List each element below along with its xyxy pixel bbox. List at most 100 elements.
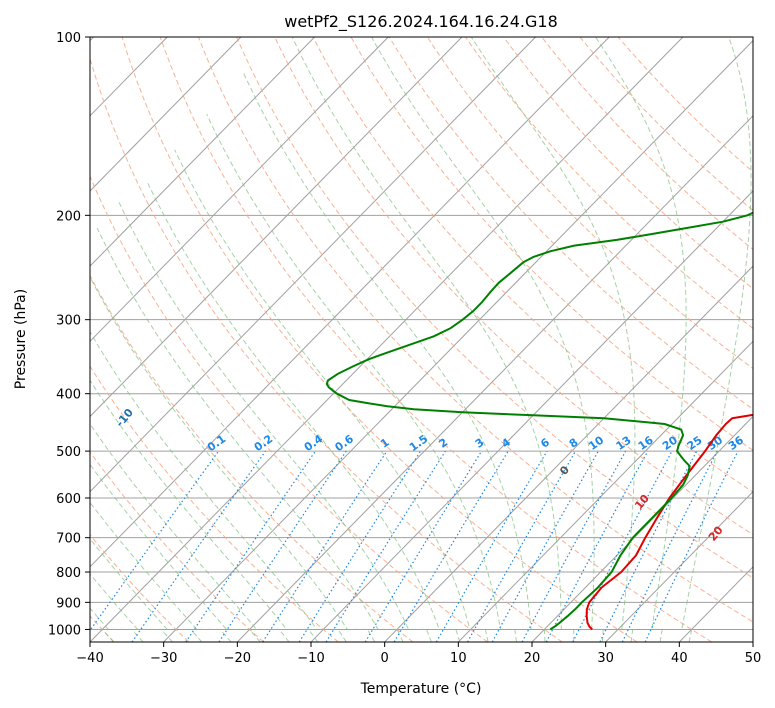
x-tick-label: 0 xyxy=(381,651,389,666)
dry-adiabat-line xyxy=(197,37,753,623)
dewpoint-profile-line xyxy=(325,211,753,631)
isotherm-line xyxy=(90,37,610,568)
isotherm-line xyxy=(163,39,753,642)
dry-adiabat-line xyxy=(90,175,488,642)
dry-adiabat-line xyxy=(503,37,753,290)
x-tick-label: 20 xyxy=(524,651,541,666)
x-tick-label: 10 xyxy=(450,651,467,666)
dry-adiabat-line xyxy=(90,274,414,642)
dry-adiabat-label: -20 xyxy=(35,375,58,399)
mixing-ratio-line xyxy=(325,450,446,642)
mixing-ratio-line xyxy=(131,450,266,642)
isotherm-line xyxy=(90,37,684,642)
mixing-ratio-label: 8 xyxy=(567,436,581,451)
mixing-ratio-line xyxy=(491,450,599,642)
moist-adiabat-line xyxy=(90,330,347,642)
moist-adiabat-line xyxy=(595,37,687,642)
y-tick-label: 500 xyxy=(56,445,81,460)
y-tick-label: 900 xyxy=(56,596,81,611)
dry-adiabat-line xyxy=(617,37,753,173)
dry-adiabat-line xyxy=(236,37,753,579)
moist-adiabat-line xyxy=(206,113,517,642)
temperature-profile-line xyxy=(585,413,753,631)
moist-adiabat-line xyxy=(174,149,489,642)
dry-adiabat-line xyxy=(90,451,264,642)
plot-frame xyxy=(89,36,754,643)
y-tick-label: 1000 xyxy=(48,623,81,638)
isotherm-line xyxy=(605,490,753,642)
moist-adiabat-line xyxy=(118,201,432,642)
dry-adiabat-line xyxy=(312,37,753,493)
isotherm-line xyxy=(678,566,753,642)
y-axis: 100 200 300 400 500 600 700 800 900 1000 xyxy=(48,31,90,638)
dry-adiabat-line xyxy=(388,37,753,410)
mixing-ratio-label: 6 xyxy=(538,436,552,451)
moist-adiabat-line xyxy=(470,37,636,642)
mixing-ratio-label: 25 xyxy=(685,434,705,453)
isotherm-line xyxy=(90,37,242,192)
mixing-ratio-line xyxy=(90,450,220,632)
mixing-ratio-label: 13 xyxy=(614,434,634,453)
dry-adiabat-line xyxy=(350,37,753,451)
y-tick-label: 400 xyxy=(56,388,81,403)
sounding-series xyxy=(325,211,753,631)
y-tick-label: 800 xyxy=(56,566,81,581)
dry-adiabat-line xyxy=(90,365,339,642)
y-tick-label: 300 xyxy=(56,314,81,329)
chart-title: wetPf2_S126.2024.164.16.24.G18 xyxy=(284,12,558,32)
moist-adiabat-line xyxy=(90,276,376,642)
mixing-ratio-label: 2 xyxy=(437,436,451,451)
dry-adiabat-line xyxy=(90,57,563,642)
dry-adiabat-line xyxy=(159,37,712,642)
mixing-ratio-line xyxy=(435,450,548,642)
moist-adiabat-line xyxy=(146,180,461,642)
isotherm-line xyxy=(531,415,753,642)
x-tick-label: −20 xyxy=(224,651,251,666)
dry-adiabat-line xyxy=(274,37,753,536)
mixing-ratio-label: 36 xyxy=(726,433,746,453)
moist-adiabat-line xyxy=(90,463,261,642)
x-tick-label: 50 xyxy=(745,651,762,666)
dry-adiabat-line xyxy=(121,37,638,642)
isotherm-line xyxy=(90,37,536,493)
dry-adiabat-line xyxy=(465,37,753,329)
moist-adiabat-line xyxy=(371,37,604,642)
mixing-ratio-line xyxy=(621,450,718,642)
x-tick-label: 40 xyxy=(671,651,688,666)
x-axis: −40 −30 −20 −10 0 10 20 30 40 50 xyxy=(76,642,761,666)
moist-adiabat-line xyxy=(96,227,404,642)
isotherm-line xyxy=(90,37,315,267)
mixing-ratio-line xyxy=(218,450,347,642)
isotherm-line xyxy=(236,115,753,642)
moist-adiabat-label: 0 xyxy=(557,463,572,477)
mixing-ratio-lines xyxy=(90,450,739,642)
x-axis-label: Temperature (°C) xyxy=(360,681,482,697)
isotherm-line xyxy=(90,37,463,418)
adiabat-labels: 0.10.20.40.611.52346810131620253036-100-… xyxy=(35,375,746,544)
moist-adiabat-line xyxy=(681,37,752,642)
mixing-ratio-label: 1 xyxy=(378,436,392,451)
y-axis-label: Pressure (hPa) xyxy=(13,289,29,389)
isotherm-line xyxy=(310,190,753,642)
moist-adiabat-line xyxy=(90,501,232,642)
mixing-ratio-line xyxy=(545,450,649,642)
mixing-ratio-line xyxy=(185,450,316,642)
x-tick-label: −30 xyxy=(150,651,177,666)
x-tick-label: −10 xyxy=(297,651,324,666)
x-tick-label: 30 xyxy=(597,651,614,666)
y-tick-label: 600 xyxy=(56,492,81,507)
mixing-ratio-line xyxy=(262,450,388,642)
moist-adiabat-line xyxy=(90,379,319,642)
dry-adiabat-label: -10 xyxy=(113,406,136,430)
mixing-ratio-label: 16 xyxy=(636,433,656,453)
moist-adiabats xyxy=(90,37,752,642)
mixing-ratio-line xyxy=(521,450,627,642)
y-tick-label: 100 xyxy=(56,31,81,46)
y-tick-label: 700 xyxy=(56,532,81,547)
isotherm-line xyxy=(384,265,753,642)
dry-adiabats xyxy=(90,37,753,642)
x-tick-label: −40 xyxy=(76,651,103,666)
mixing-ratio-line xyxy=(364,450,483,642)
moist-adiabat-line xyxy=(90,423,290,642)
